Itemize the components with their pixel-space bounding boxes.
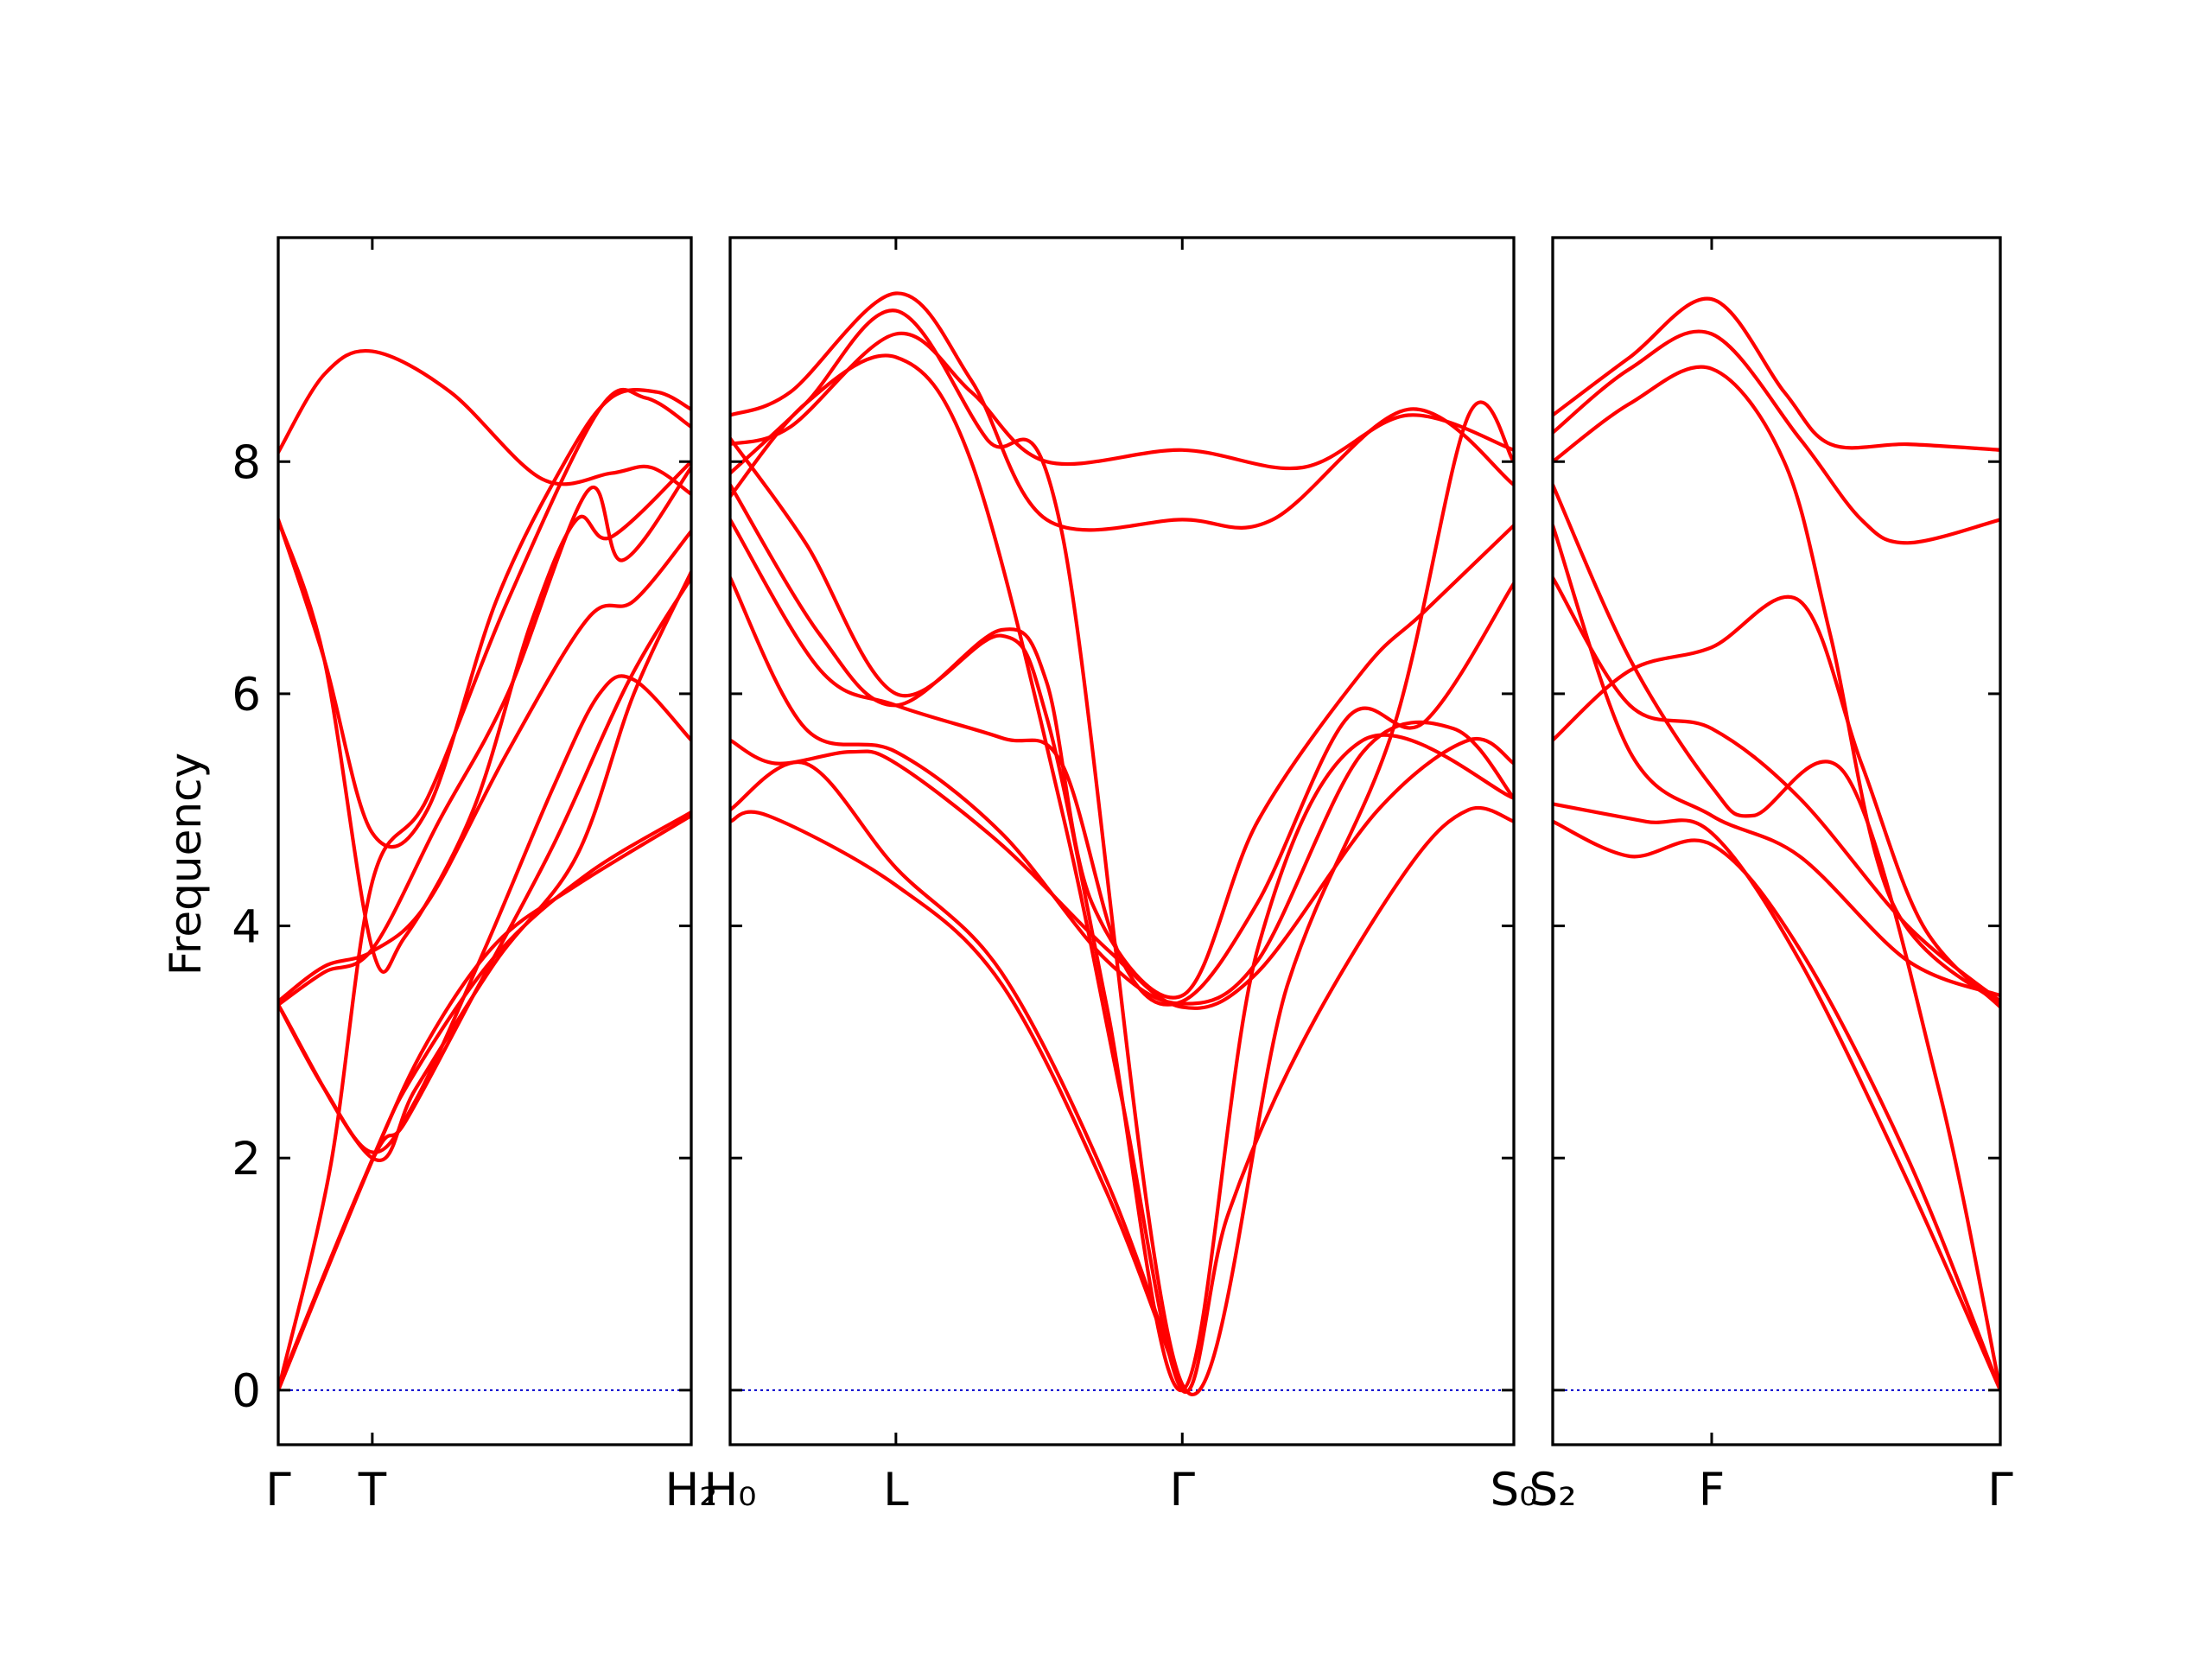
band-11	[278, 569, 691, 1162]
band-3	[1553, 594, 2000, 1009]
band-11	[730, 308, 1514, 1396]
band-1	[1553, 819, 2000, 1392]
band-6	[1553, 483, 2000, 1392]
axis-frame	[1551, 236, 2002, 1446]
band-9	[1553, 296, 2000, 452]
band-8	[278, 348, 691, 496]
x-tick-label: T	[358, 1464, 387, 1516]
band-2	[730, 760, 1185, 1392]
x-tick-label: H₂	[664, 1464, 717, 1516]
band-3	[278, 388, 691, 1392]
x-tick-label: Γ	[1170, 1464, 1196, 1516]
band-9	[730, 331, 1514, 471]
x-tick-label: S₂	[1529, 1464, 1577, 1516]
band-8	[1553, 329, 2000, 545]
panel-3: S₂ F Γ	[1529, 236, 2013, 1516]
panel-1: 0 2 4 6 8 Γ T H₂	[232, 236, 718, 1516]
band-group	[278, 348, 691, 1392]
x-tick-label: H₀	[703, 1464, 756, 1516]
band-5	[1553, 524, 2000, 998]
x-tick-label: L	[883, 1464, 909, 1516]
band-5	[730, 518, 1514, 1007]
band-9	[278, 465, 691, 1007]
band-3	[730, 736, 1514, 1010]
band-group	[730, 291, 1514, 1396]
y-tick-label: 4	[232, 901, 261, 954]
y-tick-label: 8	[232, 436, 261, 489]
band-8	[730, 353, 1514, 1395]
x-tick-label: F	[1699, 1464, 1726, 1516]
axis-frame	[728, 236, 1516, 1446]
band-1	[730, 810, 1185, 1392]
band-5	[278, 529, 691, 1003]
band-7	[278, 460, 691, 974]
band-2	[1553, 802, 2000, 1392]
band-10	[730, 291, 1514, 532]
x-tick-label: S₀	[1491, 1464, 1538, 1516]
band-7	[730, 436, 1514, 1393]
y-tick-label: 2	[232, 1133, 261, 1185]
axis-frame	[276, 236, 693, 1446]
band-10	[278, 575, 691, 1390]
panel-2: H₀ L Γ S₀	[703, 236, 1538, 1516]
band-7	[1553, 365, 2000, 1007]
y-axis-label: Frequency	[161, 753, 211, 976]
y-tick-label: 6	[232, 669, 261, 721]
x-tick-label: Γ	[1987, 1464, 2013, 1516]
band-group	[1553, 296, 2000, 1392]
y-tick-label: 0	[232, 1365, 261, 1418]
band-4	[1553, 575, 2000, 1003]
x-tick-label: Γ	[265, 1464, 291, 1516]
band-6	[730, 483, 1514, 1000]
